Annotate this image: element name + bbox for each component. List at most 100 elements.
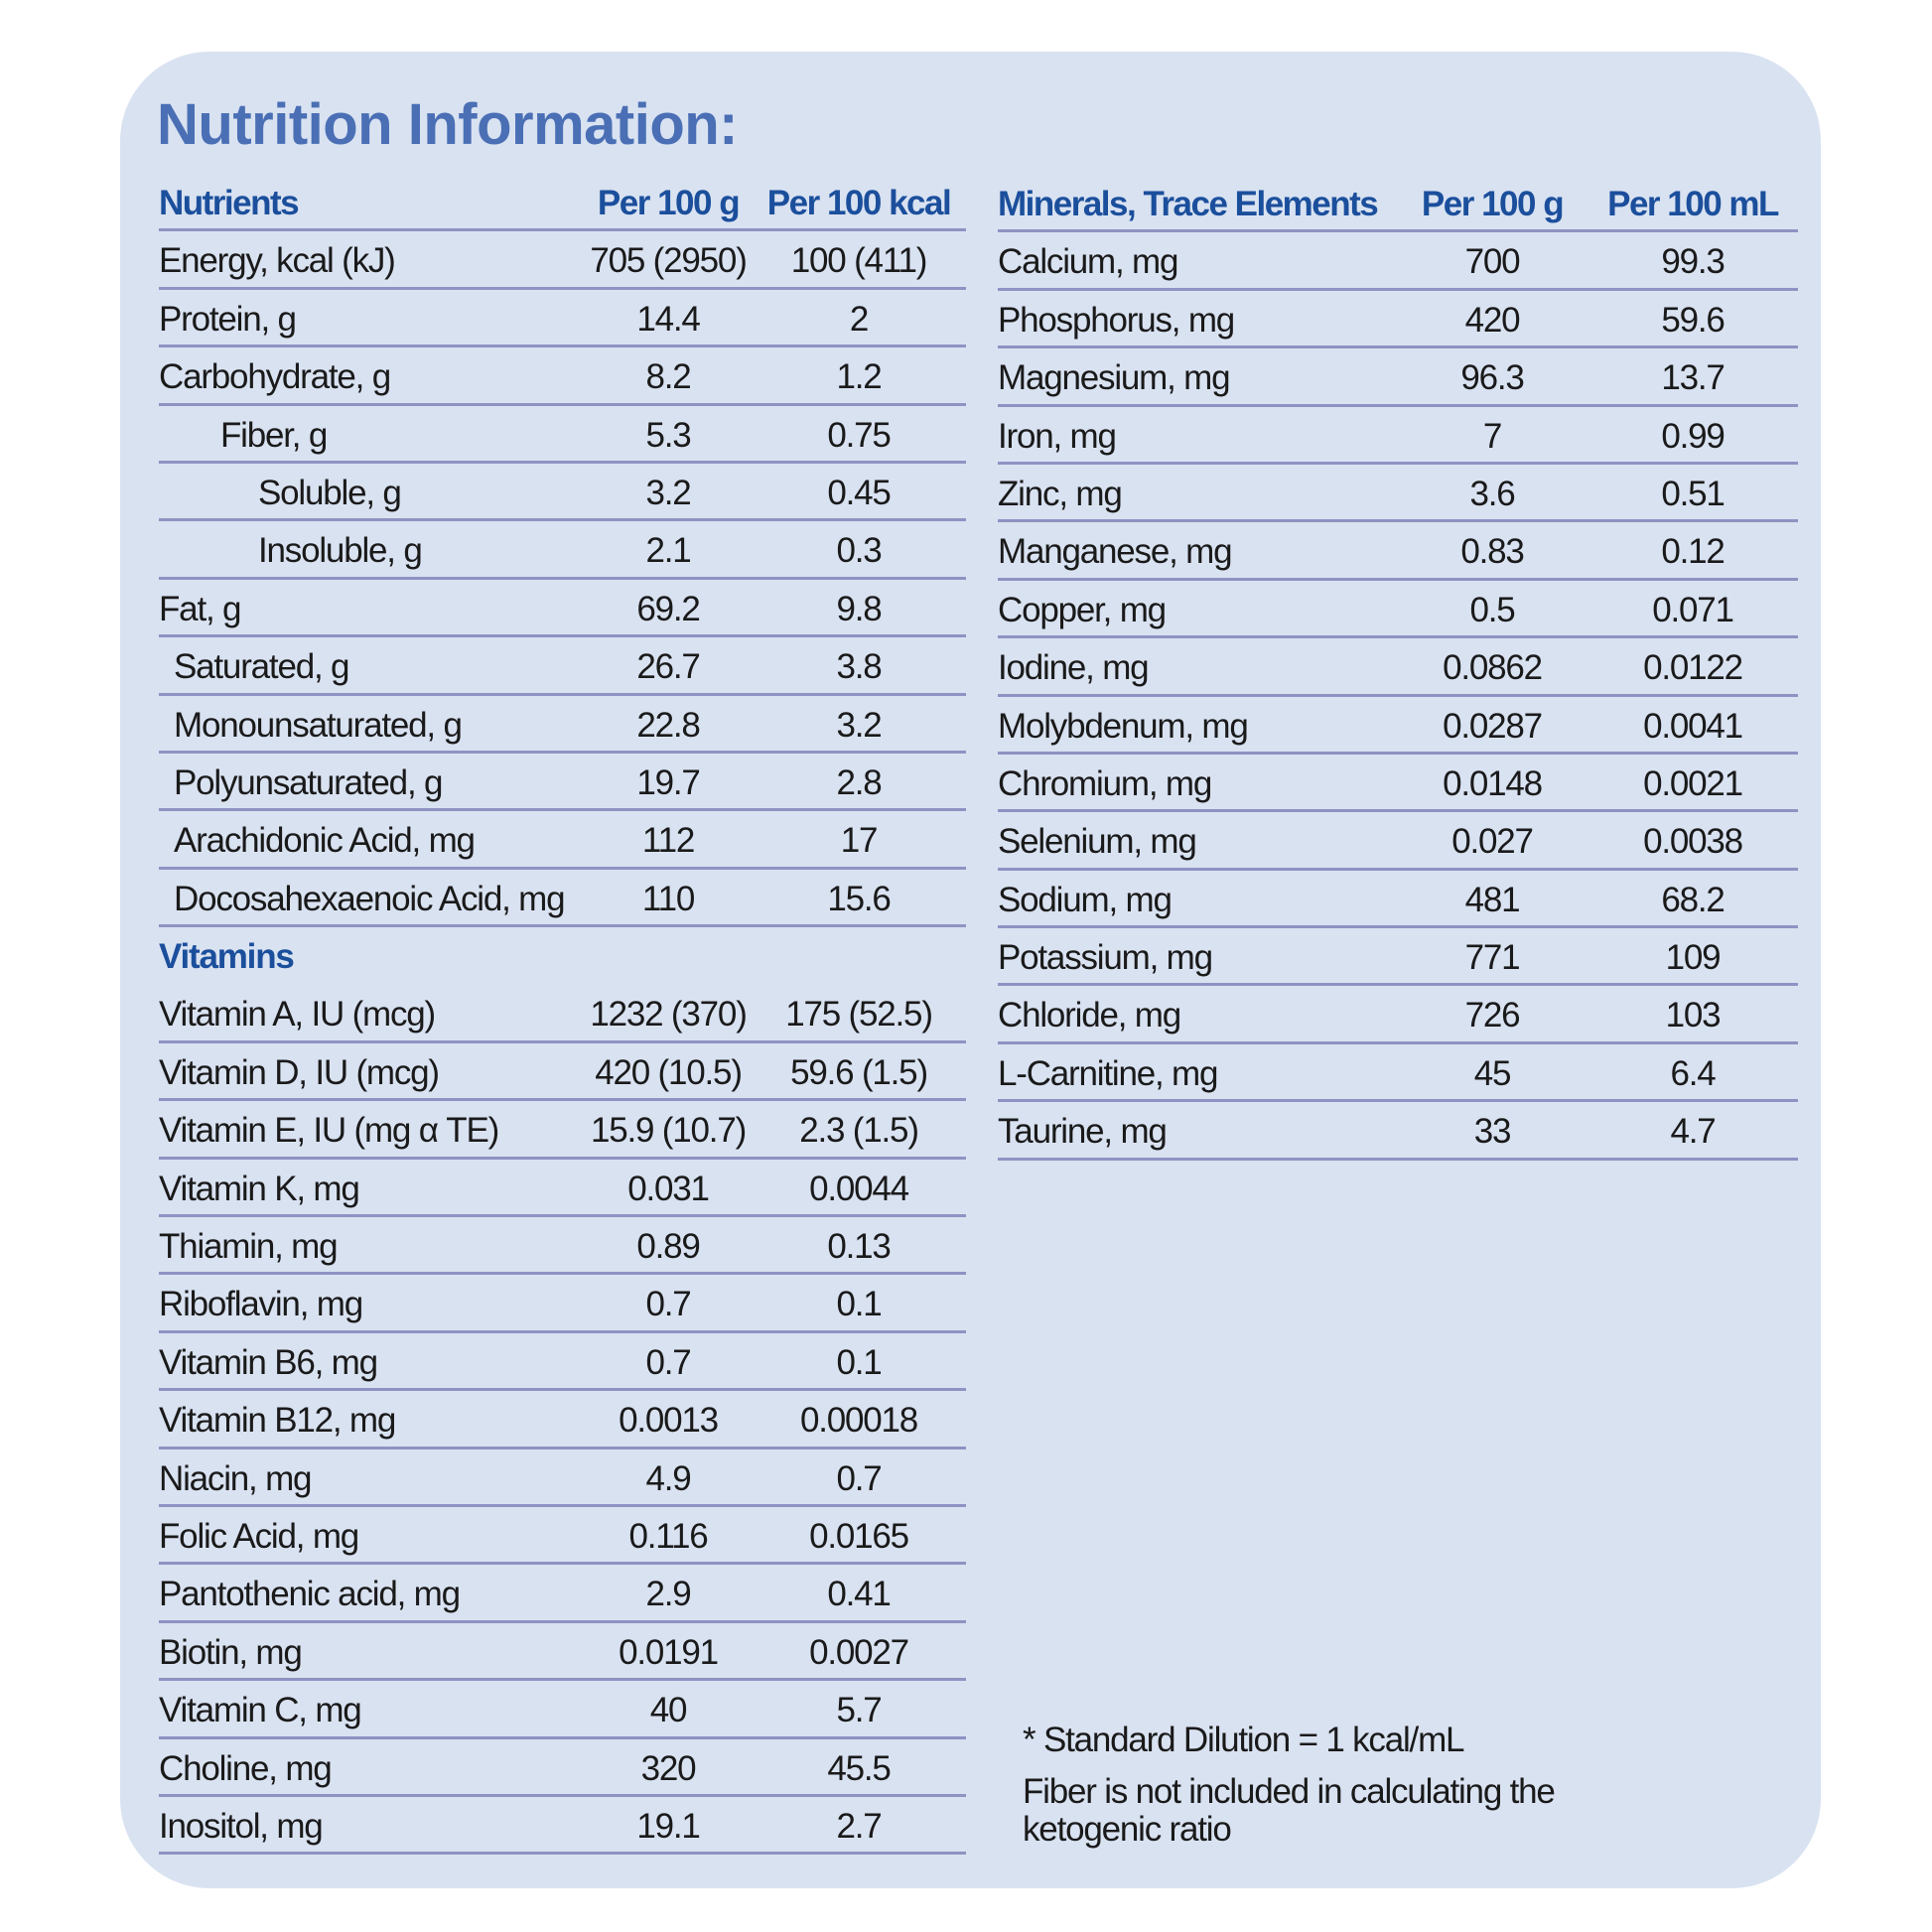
table-row: Selenium, mg 0.027 0.0038: [998, 812, 1798, 871]
nutrient-name: Vitamin K, mg: [159, 1169, 360, 1208]
value-per-100g: 19.7: [636, 762, 701, 802]
nutrient-name: Chloride, mg: [998, 996, 1181, 1035]
value-per-100ml: 0.0122: [1643, 648, 1743, 688]
value-per-100kcal: 59.6 (1.5): [790, 1052, 928, 1092]
minerals-table: Minerals, Trace Elements Per 100 g Per 100…: [998, 175, 1798, 1161]
table-row: Vitamin K, mg 0.031 0.0044: [159, 1160, 966, 1218]
value-per-100g: 481: [1464, 880, 1521, 919]
value-per-100g: 0.5: [1469, 590, 1515, 629]
table-row: Magnesium, mg 96.3 13.7: [998, 348, 1798, 407]
table-row: Thiamin, mg 0.89 0.13: [159, 1217, 966, 1276]
value-per-100ml: 68.2: [1661, 880, 1725, 919]
nutrient-name: Calcium, mg: [998, 242, 1178, 282]
nutrient-name: Protein, g: [159, 299, 297, 339]
value-per-100kcal: 2.3 (1.5): [799, 1111, 919, 1151]
value-per-100ml: 99.3: [1661, 242, 1725, 282]
value-per-100g: 45: [1473, 1053, 1512, 1093]
table-row: Phosphorus, mg 420 59.6: [998, 291, 1798, 349]
value-per-100kcal: 0.41: [827, 1575, 892, 1614]
value-per-100g: 0.0191: [619, 1632, 719, 1672]
table-row: Carbohydrate, g 8.2 1.2: [159, 347, 966, 406]
nutrient-name: Monounsaturated, g: [174, 705, 463, 745]
value-per-100g: 110: [641, 879, 695, 918]
value-per-100kcal: 2.8: [836, 762, 882, 802]
value-per-100g: 0.027: [1451, 822, 1534, 862]
value-per-100g: 22.8: [636, 705, 701, 745]
nutrient-name: Riboflavin, mg: [159, 1285, 363, 1324]
value-per-100ml: 6.4: [1670, 1053, 1716, 1093]
table-row: Copper, mg 0.5 0.071: [998, 581, 1798, 639]
nutrient-name: Saturated, g: [174, 647, 349, 687]
column-header: Per 100 g: [597, 184, 741, 222]
nutrient-name: Zinc, mg: [998, 474, 1123, 513]
table-row: Monounsaturated, g 22.8 3.2: [159, 696, 966, 754]
nutrient-name: Iodine, mg: [998, 648, 1150, 688]
nutrient-name: Phosphorus, mg: [998, 300, 1235, 340]
nutrient-name: Choline, mg: [159, 1748, 333, 1788]
value-per-100g: 420 (10.5): [595, 1052, 743, 1092]
value-per-100g: 2.1: [645, 531, 691, 571]
value-per-100kcal: 17: [840, 821, 879, 861]
value-per-100g: 96.3: [1460, 358, 1525, 398]
value-per-100g: 726: [1464, 996, 1521, 1035]
value-per-100kcal: 0.45: [827, 473, 892, 512]
nutrient-name: Arachidonic Acid, mg: [174, 821, 476, 861]
value-per-100kcal: 0.1: [836, 1285, 882, 1324]
value-per-100kcal: 0.13: [827, 1227, 892, 1267]
value-per-100ml: 0.12: [1661, 532, 1725, 572]
value-per-100g: 320: [640, 1748, 697, 1788]
value-per-100g: 112: [641, 821, 695, 861]
nutrient-name: Manganese, mg: [998, 532, 1233, 572]
table-row: Vitamin B6, mg 0.7 0.1: [159, 1333, 966, 1392]
value-per-100ml: 59.6: [1661, 300, 1725, 340]
value-per-100kcal: 15.6: [827, 879, 892, 918]
table-row: Inositol, mg 19.1 2.7: [159, 1797, 966, 1856]
nutrient-name: Soluble, g: [258, 473, 402, 512]
value-per-100g: 3.2: [645, 473, 691, 512]
nutrient-name: Inositol, mg: [159, 1806, 324, 1846]
value-per-100ml: 4.7: [1670, 1112, 1716, 1152]
nutrient-name: Niacin, mg: [159, 1458, 313, 1498]
value-per-100kcal: 0.0044: [809, 1169, 909, 1208]
nutrients-table: Nutrients Per 100 g Per 100 kcal Energy, kc…: [159, 174, 966, 1856]
fiber-note-line1: Fiber is not included in calculating the: [1023, 1772, 1556, 1811]
nutrient-name: Chromium, mg: [998, 763, 1212, 803]
value-per-100g: 0.89: [636, 1227, 701, 1267]
fiber-note-line2: ketogenic ratio: [1023, 1810, 1232, 1849]
value-per-100kcal: 9.8: [836, 589, 882, 628]
table-row: Manganese, mg 0.83 0.12: [998, 522, 1798, 581]
table-row: Protein, g 14.4 2: [159, 290, 966, 348]
nutrient-name: Vitamin B12, mg: [159, 1401, 396, 1441]
value-per-100g: 14.4: [636, 299, 701, 339]
column-header: Per 100 kcal: [766, 184, 952, 222]
value-per-100ml: 0.0021: [1643, 763, 1743, 803]
nutrient-name: Polyunsaturated, g: [174, 762, 443, 802]
value-per-100g: 5.3: [645, 415, 691, 455]
nutrient-name: Energy, kcal (kJ): [159, 241, 396, 281]
table-row: Iron, mg 7 0.99: [998, 407, 1798, 465]
table-row: Docosahexaenoic Acid, mg 110 15.6: [159, 870, 966, 928]
table-row: Sodium, mg 481 68.2: [998, 871, 1798, 929]
nutrient-name: Fat, g: [159, 589, 242, 628]
table-header: Nutrients Per 100 g Per 100 kcal: [159, 174, 966, 232]
nutrient-name: Vitamin E, IU (mg α TE): [159, 1111, 499, 1151]
value-per-100g: 69.2: [636, 589, 701, 628]
table-row: Polyunsaturated, g 19.7 2.8: [159, 754, 966, 812]
nutrient-name: L-Carnitine, mg: [998, 1053, 1218, 1093]
nutrient-name: Potassium, mg: [998, 938, 1213, 978]
nutrient-name: Magnesium, mg: [998, 358, 1231, 398]
value-per-100ml: 13.7: [1661, 358, 1725, 398]
table-row: Soluble, g 3.2 0.45: [159, 464, 966, 522]
value-per-100kcal: 3.8: [836, 647, 882, 687]
nutrient-name: Copper, mg: [998, 590, 1167, 629]
value-per-100kcal: 175 (52.5): [785, 995, 933, 1035]
value-per-100g: 0.0862: [1443, 648, 1543, 688]
nutrient-name: Iron, mg: [998, 416, 1117, 456]
value-per-100g: 771: [1464, 938, 1521, 978]
table-row: Riboflavin, mg 0.7 0.1: [159, 1275, 966, 1333]
value-per-100g: 26.7: [636, 647, 701, 687]
section-title: Vitamins: [159, 937, 295, 977]
value-per-100ml: 0.51: [1661, 474, 1725, 513]
section-header: Vitamins: [159, 927, 966, 985]
value-per-100kcal: 0.7: [836, 1458, 882, 1498]
